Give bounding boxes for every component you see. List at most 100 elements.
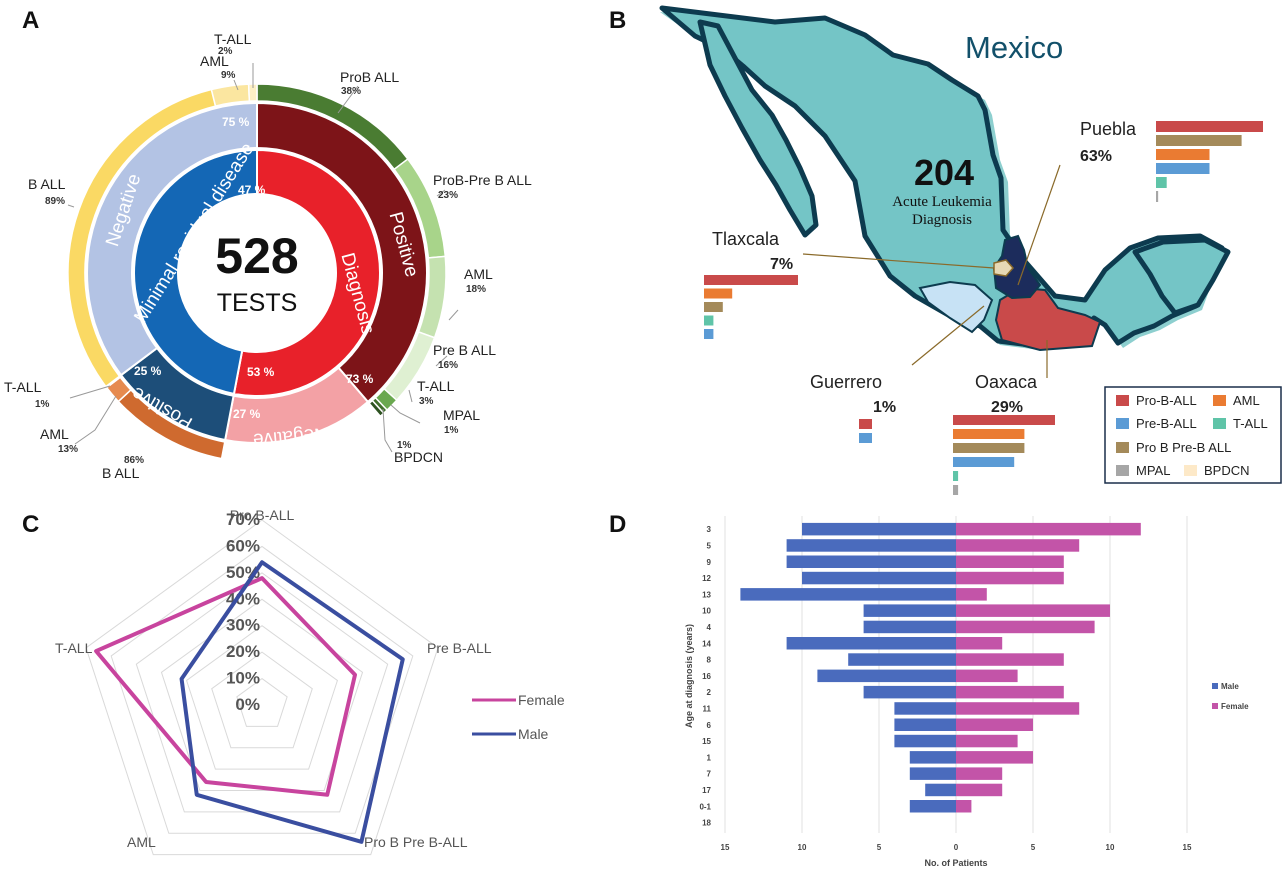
bar-male <box>909 767 956 780</box>
outer-pct-ball-89: 89% <box>45 196 65 207</box>
bar-female <box>956 571 1064 585</box>
state-bar-oaxaca <box>953 471 959 481</box>
pyramid-x-tick: 0 <box>954 843 959 852</box>
outer-label-bpdcn: BPDCN <box>394 449 443 465</box>
middle-pct-dx-positive: 73 % <box>346 372 374 386</box>
radar-tick-labels: 0%10%20%30%40%50%60%70% <box>226 510 260 714</box>
pyramid-y-tick: 7 <box>707 770 712 779</box>
bar-male <box>740 588 956 601</box>
bar-female <box>956 800 972 813</box>
panel-label-d: D <box>609 511 626 538</box>
radar-grid <box>85 519 439 856</box>
middle-slice-mrd-negative <box>86 101 258 377</box>
pyramid-legend-label-male: Male <box>1221 682 1239 691</box>
legend-label-mpal: MPAL <box>1136 463 1170 478</box>
radar-axis-label-aml: AML <box>127 834 156 850</box>
outer-pct-tall-3: 3% <box>419 396 434 407</box>
map-center-line2: Diagnosis <box>912 212 972 228</box>
bar-male <box>863 620 956 634</box>
state-bar-guerrero <box>859 419 872 429</box>
state-bar-puebla <box>1156 149 1210 160</box>
legend-swatch-preball <box>1116 418 1129 429</box>
panel-label-b: B <box>609 7 626 34</box>
outer-label-preball: Pre B ALL <box>433 342 496 358</box>
pyramid-y-tick: 16 <box>702 672 711 681</box>
pyramid-y-tick: 18 <box>702 819 711 828</box>
pyramid-x-tick: 15 <box>1183 843 1192 852</box>
legend-swatch-bpdcn <box>1184 465 1197 476</box>
outer-slice-t-all <box>247 83 258 102</box>
outer-pct-ball-86: 86% <box>124 455 144 466</box>
pyramid-y-tick: 12 <box>702 574 711 583</box>
bar-male <box>894 734 956 748</box>
radar-grid-ring <box>186 625 338 770</box>
tlaxcala-state <box>993 259 1014 277</box>
state-name-guerrero: Guerrero <box>810 372 882 392</box>
bar-male <box>802 522 956 536</box>
state-bar-puebla <box>1156 163 1210 174</box>
radar-grid-ring <box>110 545 414 834</box>
outer-label-proball: ProB ALL <box>340 69 399 85</box>
pyramid-y-tick: 10 <box>702 607 711 616</box>
pyramid-y-tick: 2 <box>707 688 712 697</box>
radar-axis-label-probpreb: Pro B Pre B-ALL <box>364 834 468 850</box>
radar-grid-ring <box>236 677 288 727</box>
outer-pct-tall-2: 2% <box>218 46 233 57</box>
pyramid-legend-label-female: Female <box>1221 702 1249 711</box>
radar-tick-label: 10% <box>226 669 260 688</box>
pyramid-y-tick: 3 <box>707 525 712 534</box>
map-center-number: 204 <box>914 152 974 193</box>
pyramid-y-tick: 14 <box>702 639 711 648</box>
outer-pct-probpreb: 23% <box>438 190 458 201</box>
legend-swatch-mpal <box>1116 465 1129 476</box>
map-legend: Pro-B-ALL AML Pre-B-ALL T-ALL Pro B Pre-… <box>1104 386 1282 484</box>
mexico-map-panel: Mexico 204 Acute Leukemia Diagnosis Pueb… <box>659 5 1282 495</box>
bar-female <box>956 685 1064 699</box>
pyramid-legend-swatch-female <box>1212 703 1218 709</box>
state-bar-oaxaca <box>953 415 1055 425</box>
state-name-oaxaca: Oaxaca <box>975 372 1038 392</box>
radar-series-female <box>94 576 357 797</box>
bar-female <box>956 767 1003 780</box>
outer-label-tall-1: T-ALL <box>4 379 42 395</box>
baja-peninsula <box>697 19 819 238</box>
state-bar-oaxaca <box>953 485 959 495</box>
radar-axis-label-proball: Pro B-ALL <box>230 507 295 523</box>
pyramid-x-tick: 5 <box>877 843 882 852</box>
middle-pct-dx-negative: 27 % <box>233 407 261 421</box>
radar-tick-label: 0% <box>235 695 260 714</box>
legend-label-bpdcn: BPDCN <box>1204 463 1250 478</box>
middle-ring <box>86 101 428 444</box>
pyramid-y-tick: 1 <box>707 753 712 762</box>
pyramid-x-tick: 10 <box>798 843 807 852</box>
pyramid-x-axis-title: No. of Patients <box>924 858 987 868</box>
guerrero-state <box>918 280 994 334</box>
bar-female <box>956 555 1064 568</box>
state-bar-oaxaca <box>953 457 1015 467</box>
state-bar-puebla <box>1156 121 1263 132</box>
pyramid-y-tick: 17 <box>702 786 711 795</box>
inner-pct-mrd: 47 % <box>238 183 266 197</box>
state-pct-puebla: 63% <box>1080 148 1112 165</box>
state-bar-puebla <box>1156 177 1167 188</box>
bar-female <box>956 783 1003 797</box>
pyramid-x-tick: 10 <box>1106 843 1115 852</box>
state-bar-tlaxcala <box>704 315 714 326</box>
bar-male <box>786 539 956 552</box>
bar-male <box>786 555 956 568</box>
leader-lines <box>67 63 459 453</box>
state-pct-tlaxcala: 7% <box>770 256 793 273</box>
bar-female <box>956 522 1141 536</box>
legend-label-aml: AML <box>1233 393 1260 408</box>
outer-label-tall-3: T-ALL <box>417 378 455 394</box>
legend-label-preball: Pre-B-ALL <box>1136 416 1197 431</box>
bar-male <box>863 685 956 699</box>
outer-pct-bpdcn: 1% <box>397 440 412 451</box>
outer-pct-proball: 38% <box>341 86 361 97</box>
bar-female <box>956 539 1080 552</box>
middle-pct-mrd-negative: 75 % <box>222 115 250 129</box>
bar-male <box>848 653 956 666</box>
donut-hole <box>178 194 336 352</box>
